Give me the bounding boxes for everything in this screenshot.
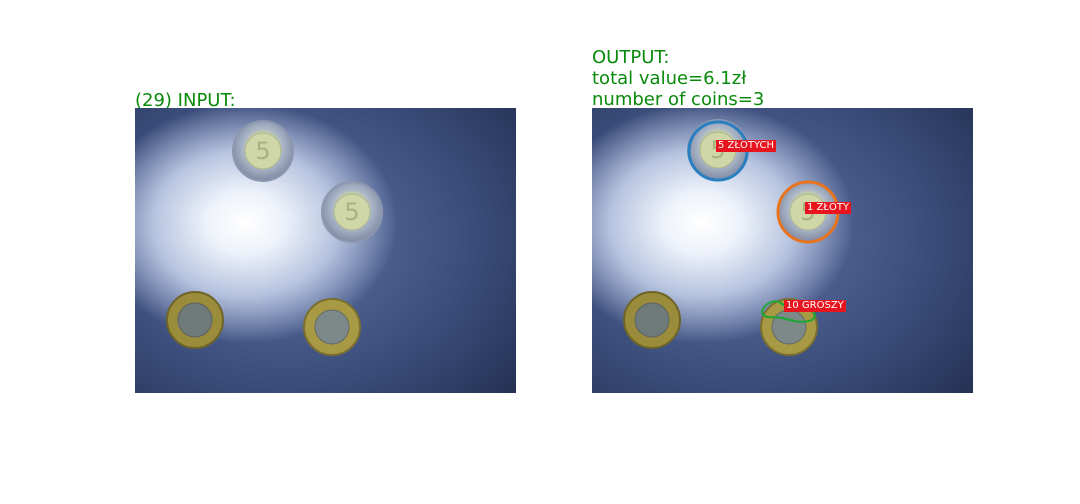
output-image: 5 5 5 ZŁOTYCH 1 ZŁOTY 10 GROSZY [592, 108, 973, 393]
output-coins: 5 5 [623, 119, 840, 356]
input-image: 5 5 [135, 108, 516, 393]
output-total-value: total value=6.1zł [592, 68, 747, 89]
input-label: (29) INPUT: [135, 90, 236, 111]
svg-text:5: 5 [255, 137, 270, 165]
output-coin-count: number of coins=3 [592, 89, 765, 110]
svg-text:5: 5 [344, 198, 359, 226]
coin-bottom-left-output [623, 291, 681, 349]
input-coins: 5 5 [166, 120, 383, 356]
coin-10gr-output [760, 298, 818, 356]
detection-outline-10gr [760, 300, 816, 323]
coin-bottom-middle [303, 298, 361, 356]
detection-tag-10gr: 10 GROSZY [784, 300, 846, 312]
detection-tag-1zl: 1 ZŁOTY [805, 202, 852, 214]
coin-5zl-middle: 5 [321, 181, 383, 243]
detection-tag-5zl: 5 ZŁOTYCH [716, 140, 777, 152]
coin-bottom-left [166, 291, 224, 349]
coin-5zl-top: 5 [232, 120, 294, 182]
output-title: OUTPUT: [592, 47, 670, 68]
